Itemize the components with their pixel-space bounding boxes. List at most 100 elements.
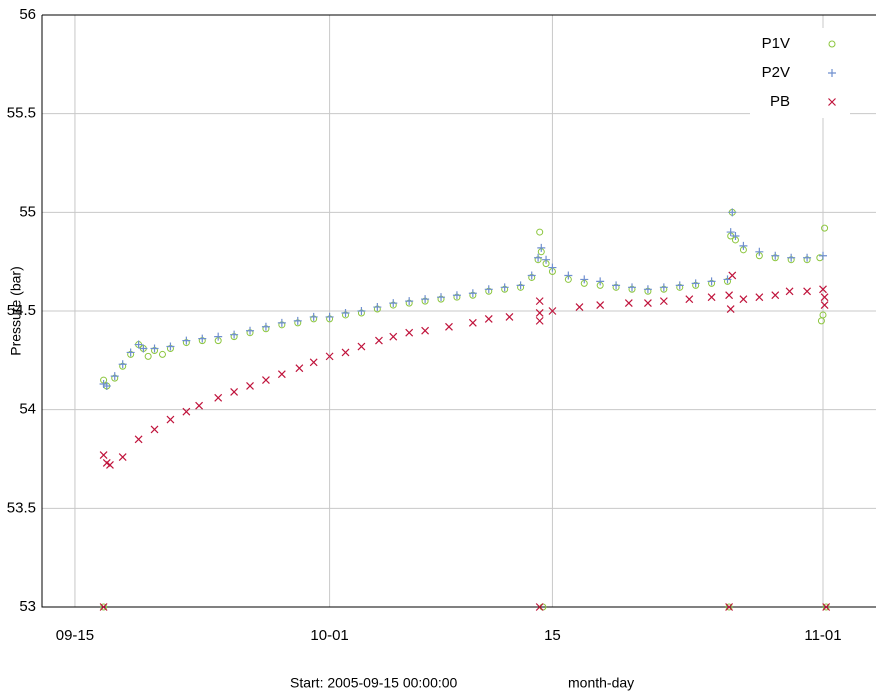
x-tick-label: 15 xyxy=(544,627,561,644)
point xyxy=(99,603,108,611)
point xyxy=(819,251,827,260)
point xyxy=(405,297,414,306)
point xyxy=(707,293,716,302)
point xyxy=(134,340,143,349)
point xyxy=(575,303,584,311)
point xyxy=(100,603,108,611)
point xyxy=(468,289,477,298)
point xyxy=(726,305,735,313)
point xyxy=(262,376,270,384)
point xyxy=(118,453,127,461)
point xyxy=(158,350,166,358)
point xyxy=(468,318,477,327)
point xyxy=(819,311,827,319)
point xyxy=(535,316,544,325)
point xyxy=(803,287,812,296)
point xyxy=(787,253,796,262)
point xyxy=(341,348,350,357)
point xyxy=(150,344,159,353)
point xyxy=(246,326,255,335)
point xyxy=(596,301,605,310)
point xyxy=(182,407,191,416)
x-axis-label: Start: 2005-09-15 00:00:00 xyxy=(290,675,458,691)
point xyxy=(643,299,652,308)
point xyxy=(691,279,700,288)
point xyxy=(246,382,254,390)
point xyxy=(725,291,734,300)
point xyxy=(755,247,764,256)
point xyxy=(357,342,366,351)
point xyxy=(685,295,694,304)
point xyxy=(277,318,286,327)
x-tick-label: 09-15 xyxy=(56,627,94,644)
point xyxy=(373,303,382,312)
point xyxy=(536,228,544,236)
point xyxy=(548,263,557,272)
point xyxy=(728,271,737,280)
x-tick-label: 11-01 xyxy=(804,627,841,644)
point xyxy=(500,283,509,292)
point xyxy=(214,332,223,341)
legend-label: PB xyxy=(770,93,790,110)
point xyxy=(821,224,829,232)
point xyxy=(822,603,831,611)
y-tick-label: 53.5 xyxy=(7,499,36,516)
point xyxy=(421,326,430,335)
point xyxy=(771,251,780,260)
point xyxy=(126,348,135,357)
point xyxy=(628,283,637,292)
point xyxy=(102,381,111,390)
x-axis-unit: month-day xyxy=(568,675,634,691)
point xyxy=(198,334,207,343)
point xyxy=(110,372,119,381)
point xyxy=(214,393,223,402)
point xyxy=(309,358,318,367)
point xyxy=(309,312,318,321)
point xyxy=(293,316,302,325)
point xyxy=(534,253,543,262)
y-tick-label: 54 xyxy=(19,401,36,418)
point xyxy=(535,309,544,317)
point xyxy=(166,342,175,351)
point xyxy=(389,332,398,341)
point xyxy=(624,299,633,308)
point xyxy=(564,271,573,280)
point xyxy=(739,295,748,304)
point xyxy=(675,281,684,290)
point xyxy=(535,297,544,306)
point xyxy=(484,285,493,294)
point xyxy=(357,307,366,315)
point xyxy=(484,314,493,323)
point xyxy=(755,293,764,302)
point xyxy=(325,352,334,361)
point xyxy=(537,243,546,252)
point xyxy=(580,275,589,284)
point xyxy=(817,317,825,325)
point xyxy=(341,308,350,317)
point xyxy=(144,352,152,360)
point xyxy=(542,255,551,264)
point xyxy=(822,603,830,611)
plot-frame xyxy=(41,14,876,608)
point xyxy=(820,301,829,310)
point xyxy=(785,287,794,296)
legend-label: P1V xyxy=(762,35,790,52)
point xyxy=(139,344,148,353)
point xyxy=(421,295,430,304)
point xyxy=(134,435,143,444)
point xyxy=(726,228,735,237)
point xyxy=(723,275,732,284)
point xyxy=(731,232,740,241)
point xyxy=(106,460,114,469)
y-tick-label: 53 xyxy=(19,598,36,615)
y-tick-label: 54.5 xyxy=(7,302,36,319)
point xyxy=(230,387,239,396)
point xyxy=(535,603,544,611)
point xyxy=(612,281,621,290)
point xyxy=(375,336,383,345)
legend-marker xyxy=(828,69,836,77)
point xyxy=(659,297,668,306)
point xyxy=(819,285,827,294)
point xyxy=(643,285,652,294)
